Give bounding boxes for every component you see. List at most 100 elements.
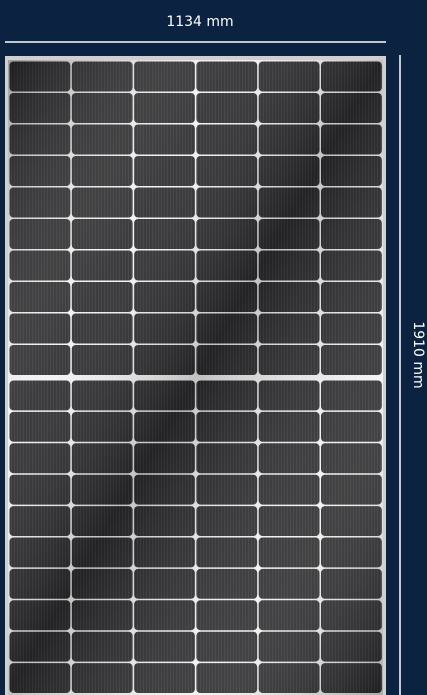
solar-cell (134, 506, 195, 536)
solar-cell (71, 568, 133, 599)
solar-cell (321, 600, 382, 631)
solar-cell (71, 537, 133, 568)
width-label: 1134 mm (166, 14, 233, 30)
solar-cell (321, 474, 382, 505)
solar-cell (134, 219, 195, 249)
solar-cell (9, 219, 71, 249)
solar-cell (9, 474, 71, 505)
solar-cell (71, 124, 133, 155)
solar-cell (134, 474, 195, 505)
solar-cell (196, 219, 258, 249)
solar-cell (258, 631, 320, 662)
solar-cell (196, 411, 258, 442)
solar-cell (196, 187, 258, 218)
solar-cell (321, 124, 382, 155)
solar-cell (196, 600, 258, 631)
solar-cell (196, 443, 258, 474)
solar-cell (134, 380, 195, 411)
solar-cell (134, 443, 195, 474)
solar-cell (321, 380, 382, 411)
solar-cell (258, 600, 320, 631)
solar-cell (134, 537, 195, 568)
solar-cell (9, 313, 71, 344)
height-label: 1910 mm (410, 321, 426, 388)
solar-cell (258, 380, 320, 411)
solar-cell (196, 93, 258, 123)
solar-cell (321, 631, 382, 662)
solar-cell (9, 443, 71, 474)
solar-cell (258, 187, 320, 218)
solar-cell (258, 663, 320, 693)
solar-cell (134, 93, 195, 123)
solar-cell (196, 537, 258, 568)
solar-cell (71, 61, 133, 92)
solar-cell (321, 663, 382, 693)
solar-cell (134, 345, 195, 375)
solar-cell (321, 506, 382, 536)
solar-cell (321, 313, 382, 344)
solar-cell (196, 506, 258, 536)
solar-cell (9, 537, 71, 568)
solar-cell (71, 345, 133, 375)
solar-cell (9, 631, 71, 662)
solar-cell (258, 313, 320, 344)
solar-cell (134, 124, 195, 155)
solar-cell (71, 156, 133, 186)
solar-cell (9, 187, 71, 218)
solar-cell (258, 93, 320, 123)
solar-cell (258, 411, 320, 442)
solar-cell (258, 219, 320, 249)
solar-cell (321, 250, 382, 281)
solar-cell (258, 537, 320, 568)
solar-cell (134, 250, 195, 281)
solar-cell (196, 156, 258, 186)
solar-cell (321, 537, 382, 568)
solar-cell (9, 250, 71, 281)
solar-cell (71, 380, 133, 411)
panel-backsheet (8, 60, 383, 695)
solar-cell (71, 631, 133, 662)
solar-cell (258, 443, 320, 474)
solar-cell (258, 250, 320, 281)
solar-cell (9, 61, 71, 92)
solar-cell (196, 313, 258, 344)
solar-cell (134, 411, 195, 442)
solar-cell (71, 219, 133, 249)
solar-cell (71, 474, 133, 505)
solar-cell (258, 506, 320, 536)
solar-cell (9, 156, 71, 186)
solar-cell (9, 124, 71, 155)
solar-cell (258, 345, 320, 375)
solar-cell (9, 93, 71, 123)
solar-cell (321, 282, 382, 312)
solar-cell (196, 380, 258, 411)
solar-cell (9, 282, 71, 312)
solar-cell (71, 663, 133, 693)
solar-cell (71, 282, 133, 312)
solar-cell (196, 345, 258, 375)
solar-cell (321, 443, 382, 474)
solar-cell (134, 187, 195, 218)
solar-cell (196, 663, 258, 693)
solar-cell (71, 506, 133, 536)
solar-cell (258, 282, 320, 312)
solar-cell (196, 250, 258, 281)
solar-cell (9, 663, 71, 693)
solar-cell (134, 61, 195, 92)
solar-cell (196, 124, 258, 155)
solar-cell (321, 61, 382, 92)
solar-cell (71, 411, 133, 442)
solar-cell (321, 411, 382, 442)
solar-cell (196, 568, 258, 599)
solar-cell (196, 282, 258, 312)
solar-cell (196, 631, 258, 662)
solar-cell (71, 600, 133, 631)
solar-cell (134, 631, 195, 662)
solar-cell (258, 568, 320, 599)
solar-cell (71, 443, 133, 474)
solar-cell (321, 187, 382, 218)
solar-cell (196, 474, 258, 505)
solar-cell (258, 124, 320, 155)
